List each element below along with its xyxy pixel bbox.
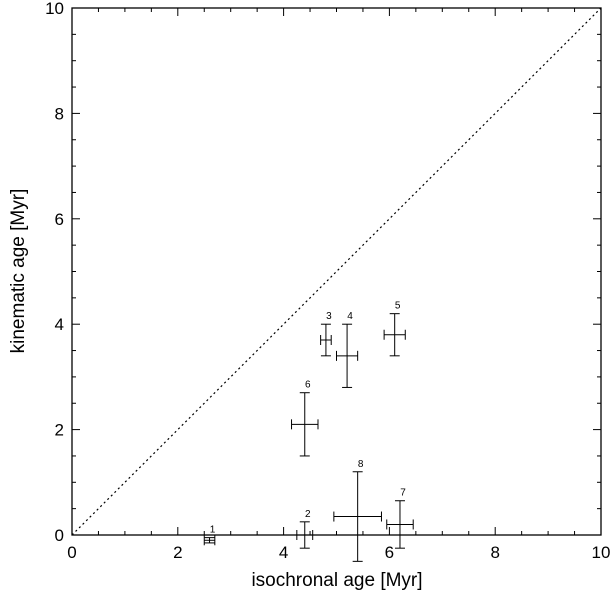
x-tick-label: 4 — [279, 543, 288, 562]
data-points: 1 2 3 4 5 6 7 8 — [203, 301, 414, 562]
point-label: 3 — [326, 311, 332, 322]
y-tick-label: 8 — [55, 104, 64, 123]
point-label: 6 — [305, 380, 311, 391]
point-label: 1 — [210, 525, 216, 536]
y-tick-label: 10 — [45, 0, 64, 18]
axis-ticks: 0 2 4 6 8 10 0 2 4 6 8 10 — [45, 0, 610, 562]
data-point-5: 5 — [383, 301, 406, 357]
point-label: 4 — [347, 311, 353, 322]
point-label: 8 — [358, 459, 364, 470]
y-tick-label: 0 — [55, 526, 64, 545]
y-axis-label: kinematic age [Myr] — [8, 189, 29, 354]
y-tick-label: 2 — [55, 421, 64, 440]
data-point-2: 2 — [296, 509, 314, 549]
x-axis-label: isochronal age [Myr] — [251, 570, 422, 591]
point-label: 2 — [305, 509, 311, 520]
data-point-1: 1 — [203, 525, 216, 546]
x-tick-label: 2 — [173, 543, 182, 562]
reference-line — [71, 7, 602, 536]
y-tick-label: 6 — [55, 210, 64, 229]
x-tick-label: 6 — [385, 543, 394, 562]
y-tick-label: 4 — [55, 315, 64, 334]
data-point-4: 4 — [336, 311, 359, 388]
data-point-6: 6 — [291, 380, 319, 457]
data-point-3: 3 — [320, 311, 332, 357]
point-label: 5 — [395, 301, 401, 312]
point-label: 7 — [400, 488, 406, 499]
data-point-8: 8 — [333, 459, 382, 562]
x-tick-label: 8 — [490, 543, 499, 562]
plot-area — [71, 7, 602, 536]
x-tick-label: 0 — [67, 543, 76, 562]
data-point-7: 7 — [386, 488, 414, 549]
x-tick-label: 10 — [592, 543, 611, 562]
